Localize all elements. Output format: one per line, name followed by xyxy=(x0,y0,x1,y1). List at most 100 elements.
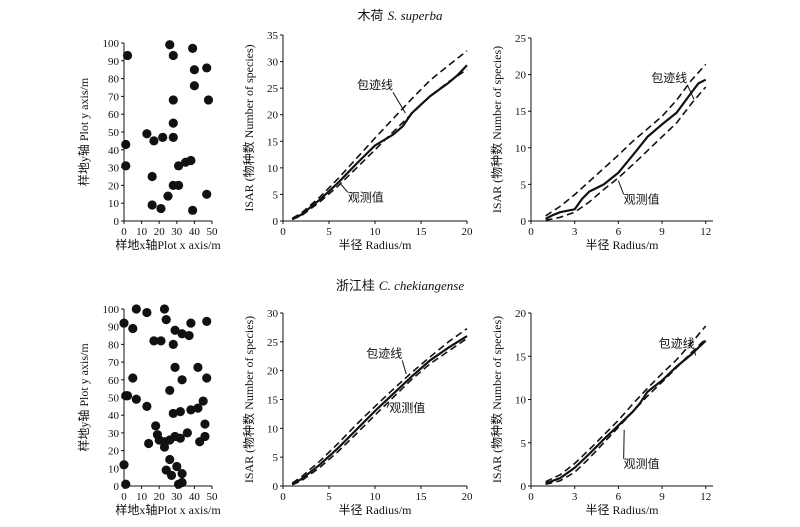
y-tick-label: 70 xyxy=(108,91,120,103)
x-tick-label: 9 xyxy=(659,491,665,503)
tree-point xyxy=(161,315,171,325)
observed-pointer xyxy=(340,184,349,193)
envelope-upper-line xyxy=(291,327,468,484)
tree-point xyxy=(163,191,173,201)
x-tick-label: 0 xyxy=(528,226,534,238)
y-tick-label: 0 xyxy=(114,481,120,493)
y-axis-title: 样地y轴 Plot y axis/m xyxy=(76,77,91,186)
x-tick-label: 12 xyxy=(700,491,711,503)
panel-1: 0 10 20 30 40 50 0 10 20 30 40 50 60 70 80 90 100 样地x轴Plo… xyxy=(76,38,221,252)
x-tick-label: 10 xyxy=(136,491,148,503)
x-tick-label: 30 xyxy=(171,491,183,503)
envelope-label: 包迹线 xyxy=(357,78,393,92)
x-axis-title: 半径 Radius/m xyxy=(585,503,659,517)
tree-point xyxy=(200,419,210,429)
x-tick-label: 5 xyxy=(326,226,332,238)
y-tick-label: 30 xyxy=(108,428,120,440)
x-tick-label: 0 xyxy=(280,491,286,503)
x-tick-label: 9 xyxy=(659,226,665,238)
x-tick-label: 20 xyxy=(462,226,474,238)
y-tick-label: 80 xyxy=(108,339,120,351)
y-tick-label: 10 xyxy=(267,423,279,435)
y-tick-label: 60 xyxy=(108,375,120,387)
envelope-upper-line xyxy=(545,63,707,217)
tree-point xyxy=(202,189,212,199)
row2-title: 浙江桂 C. chekiangense xyxy=(336,278,464,293)
x-axis-title: 半径 Radius/m xyxy=(338,503,412,517)
y-tick-label: 15 xyxy=(515,351,527,363)
y-tick-label: 25 xyxy=(267,337,279,349)
tree-point xyxy=(175,433,185,443)
tree-point xyxy=(151,421,161,431)
tree-point xyxy=(149,136,159,146)
envelope-pointer xyxy=(686,84,695,100)
tree-point xyxy=(131,304,141,314)
y-tick-label: 35 xyxy=(267,30,279,42)
tree-point xyxy=(168,339,178,349)
tree-point xyxy=(173,180,184,190)
observed-line xyxy=(291,335,468,486)
tree-point xyxy=(168,408,178,419)
x-tick-label: 50 xyxy=(207,491,219,503)
tree-point xyxy=(168,118,178,128)
y-tick-label: 25 xyxy=(267,83,279,95)
tree-point xyxy=(184,330,194,341)
envelope-label: 包迹线 xyxy=(366,346,402,360)
x-tick-label: 20 xyxy=(462,491,474,503)
x-tick-label: 50 xyxy=(207,226,219,238)
tree-point xyxy=(177,375,187,385)
y-tick-label: 60 xyxy=(108,109,120,121)
tree-point xyxy=(177,469,187,479)
x-axis-title: 样地x轴Plot x axis/m xyxy=(115,502,221,517)
row1-title-sp: S. superba xyxy=(388,8,443,23)
envelope-lower-line xyxy=(291,337,468,486)
observed-line xyxy=(291,64,468,221)
tree-point xyxy=(202,316,212,326)
x-tick-label: 40 xyxy=(189,226,201,238)
y-axis-title: ISAR (物种数 Number of species) xyxy=(489,316,504,483)
tree-point xyxy=(186,155,196,166)
y-tick-label: 70 xyxy=(108,357,120,369)
row1-title: 木荷 S. superba xyxy=(358,8,443,23)
y-axis-title: ISAR (物种数 Number of species) xyxy=(241,316,256,483)
y-tick-label: 20 xyxy=(267,366,279,378)
observed-pointer xyxy=(623,429,625,459)
tree-point xyxy=(119,460,129,470)
tree-point xyxy=(168,95,178,105)
x-tick-label: 0 xyxy=(121,226,127,238)
y-tick-label: 10 xyxy=(267,163,279,175)
envelope-upper-line xyxy=(291,50,468,219)
y-tick-label: 20 xyxy=(108,180,120,192)
x-tick-label: 6 xyxy=(616,226,622,238)
y-axis-title: 样地y轴 Plot y axis/m xyxy=(76,343,91,452)
observed-pointer xyxy=(386,402,390,408)
y-tick-label: 5 xyxy=(521,179,527,191)
tree-point xyxy=(186,318,196,328)
tree-point xyxy=(168,132,178,142)
tree-point xyxy=(168,50,178,61)
tree-point xyxy=(147,200,157,210)
envelope-label: 包迹线 xyxy=(659,337,695,351)
row2-title-cn: 浙江桂 xyxy=(336,278,375,293)
x-axis-title: 半径 Radius/m xyxy=(585,238,659,252)
x-tick-label: 10 xyxy=(370,491,382,503)
panel-3: 0 3 6 9 12 0 5 10 15 20 25 半径 Radius/m ISAR (物种数 Num… xyxy=(489,33,713,252)
y-tick-label: 0 xyxy=(521,216,527,228)
y-tick-label: 40 xyxy=(108,410,120,422)
tree-point xyxy=(121,161,131,171)
y-axis-title: ISAR (物种数 Number of species) xyxy=(241,44,256,211)
tree-point xyxy=(159,442,170,452)
tree-point xyxy=(165,40,175,50)
row2-title-sp: C. chekiangense xyxy=(379,278,464,293)
tree-point xyxy=(200,431,210,442)
envelope-pointer xyxy=(401,360,407,375)
panel-5: 0 5 10 15 20 0 5 10 15 20 25 30 半径 Radius/m ISAR (物种数… xyxy=(241,308,473,517)
tree-point xyxy=(122,391,133,401)
tree-point xyxy=(203,95,214,105)
tree-point xyxy=(121,479,131,489)
observed-label: 观测值 xyxy=(389,400,425,415)
tree-point xyxy=(147,171,157,182)
y-tick-label: 10 xyxy=(108,198,120,210)
y-tick-label: 30 xyxy=(267,57,279,69)
